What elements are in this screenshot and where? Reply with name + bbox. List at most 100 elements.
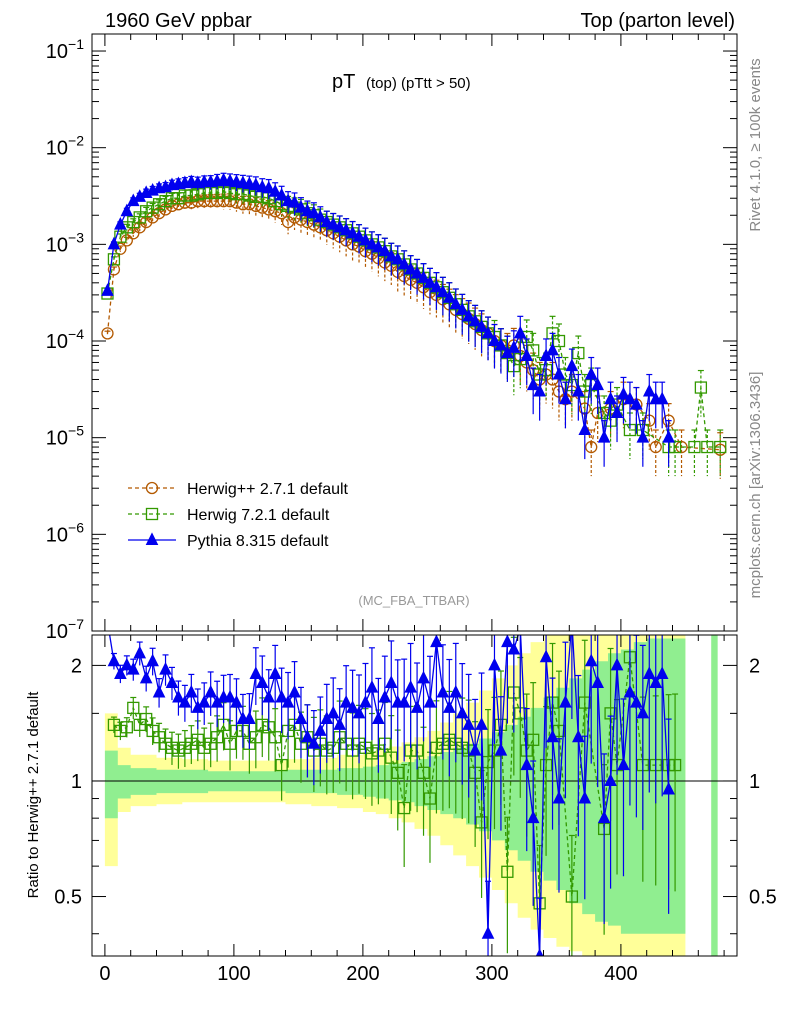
data-point-triangle — [455, 302, 469, 315]
ratio-point-triangle — [520, 757, 534, 771]
data-point-triangle — [481, 325, 495, 339]
ratio-point-triangle — [359, 694, 372, 708]
ratio-xtick-label: 200 — [346, 963, 379, 985]
ratio-point-triangle — [423, 694, 437, 708]
ratio-point-triangle — [507, 641, 521, 655]
series-line-square — [106, 191, 721, 448]
ratio-point-square — [365, 747, 379, 760]
data-point-square — [133, 211, 146, 224]
ratio-point-triangle — [346, 700, 359, 713]
ratio-point-square — [152, 731, 166, 744]
data-point-square — [127, 215, 140, 229]
ratio-point-triangle — [333, 717, 346, 730]
ratio-point-triangle — [649, 675, 663, 688]
ratio-point-triangle — [301, 729, 314, 743]
data-point-square — [107, 253, 121, 266]
ratio-ytick-label: 2 — [71, 655, 82, 677]
data-point-square — [572, 346, 585, 360]
header-right: Top (parton level) — [580, 10, 735, 32]
ratio-point-triangle — [410, 700, 424, 713]
main-ytick-label: 10−7 — [46, 616, 84, 643]
data-point-square — [140, 205, 153, 218]
ratio-point-triangle — [294, 711, 308, 725]
data-point-triangle — [520, 348, 534, 361]
data-point-triangle — [513, 325, 527, 339]
ratio-point-square — [256, 718, 269, 732]
ratio-point-square — [269, 731, 282, 744]
data-point-square — [688, 440, 701, 454]
data-point-square — [552, 334, 566, 348]
ratio-ytick-label: 1 — [71, 771, 82, 793]
ratio-point-square — [223, 737, 237, 750]
ratio-point-triangle — [326, 705, 340, 719]
data-point-triangle — [591, 377, 604, 391]
ratio-point-square — [146, 724, 159, 738]
data-point-square — [114, 230, 127, 243]
data-point-triangle — [384, 248, 398, 262]
ratio-point-triangle — [617, 757, 630, 771]
data-point-triangle — [417, 270, 430, 283]
ratio-point-triangle — [566, 615, 577, 626]
data-point-triangle — [507, 340, 521, 353]
ratio-xtick-label: 0 — [99, 963, 110, 985]
ratio-point-triangle — [107, 653, 121, 667]
ratio-point-triangle — [591, 675, 604, 688]
data-point-triangle — [610, 405, 624, 418]
data-point-triangle — [430, 279, 443, 293]
ratio-point-square — [275, 758, 288, 772]
ratio-point-triangle — [604, 773, 617, 786]
data-point-triangle — [404, 261, 417, 275]
ratio-point-triangle — [307, 736, 321, 749]
ratio-point-triangle — [597, 810, 611, 824]
ratio-point-triangle — [249, 666, 263, 679]
ratio-point-triangle — [172, 689, 185, 703]
data-point-triangle — [288, 195, 301, 208]
data-point-square — [165, 192, 179, 205]
data-point-circle — [107, 263, 121, 276]
ratio-ytick-label: 0.5 — [54, 887, 82, 909]
ratio-point-triangle — [185, 684, 198, 698]
ratio-point-triangle — [120, 657, 134, 671]
data-point-square — [701, 440, 714, 454]
data-point-circle — [223, 194, 237, 208]
ratio-point-square — [668, 758, 682, 772]
data-point-triangle — [559, 391, 572, 405]
ratio-point-triangle — [455, 705, 469, 719]
ratio-point-triangle — [262, 689, 276, 703]
main-ytick-label: 10−6 — [46, 519, 84, 546]
rivet-label: Rivet 4.1.0, ≥ 100k events — [747, 58, 764, 231]
ratio-point-square — [417, 766, 430, 779]
header-left: 1960 GeV ppbar — [105, 10, 252, 32]
ratio-point-triangle — [255, 675, 269, 688]
ratio-point-triangle — [102, 615, 113, 626]
data-point-circle — [146, 211, 159, 224]
data-point-triangle — [533, 383, 546, 397]
ratio-point-triangle — [230, 694, 243, 708]
ratio-point-triangle — [146, 653, 159, 667]
data-point-triangle — [475, 319, 488, 332]
ratio-point-triangle — [384, 675, 398, 688]
ratio-point-triangle — [655, 666, 669, 679]
ratio-point-triangle — [365, 680, 379, 693]
ratio-point-square — [475, 816, 488, 829]
ratio-panel: 0 100 200 300 400 0.5 0.5 1 1 2 2 Ratio to Herwig+… — [25, 615, 777, 985]
ratio-point-triangle — [559, 694, 572, 708]
ratio-point-square — [398, 801, 411, 815]
data-point-square — [159, 194, 172, 208]
data-point-circle — [120, 234, 133, 247]
ratio-band-inner — [104, 638, 686, 934]
data-point-triangle — [584, 366, 598, 380]
ratio-point-triangle — [494, 742, 508, 756]
data-point-circle — [585, 440, 598, 454]
ratio-point-square — [249, 731, 262, 744]
ratio-point-square — [539, 758, 553, 772]
ratio-point-triangle — [449, 684, 463, 698]
ratio-point-triangle — [488, 657, 501, 671]
ratio-point-square — [430, 741, 443, 754]
ratio-xtick-label: 100 — [217, 963, 250, 985]
data-point-triangle — [268, 184, 282, 197]
data-point-square — [172, 192, 185, 205]
ratio-point-triangle — [578, 790, 592, 804]
data-point-triangle — [262, 180, 276, 194]
data-point-square — [185, 189, 198, 202]
